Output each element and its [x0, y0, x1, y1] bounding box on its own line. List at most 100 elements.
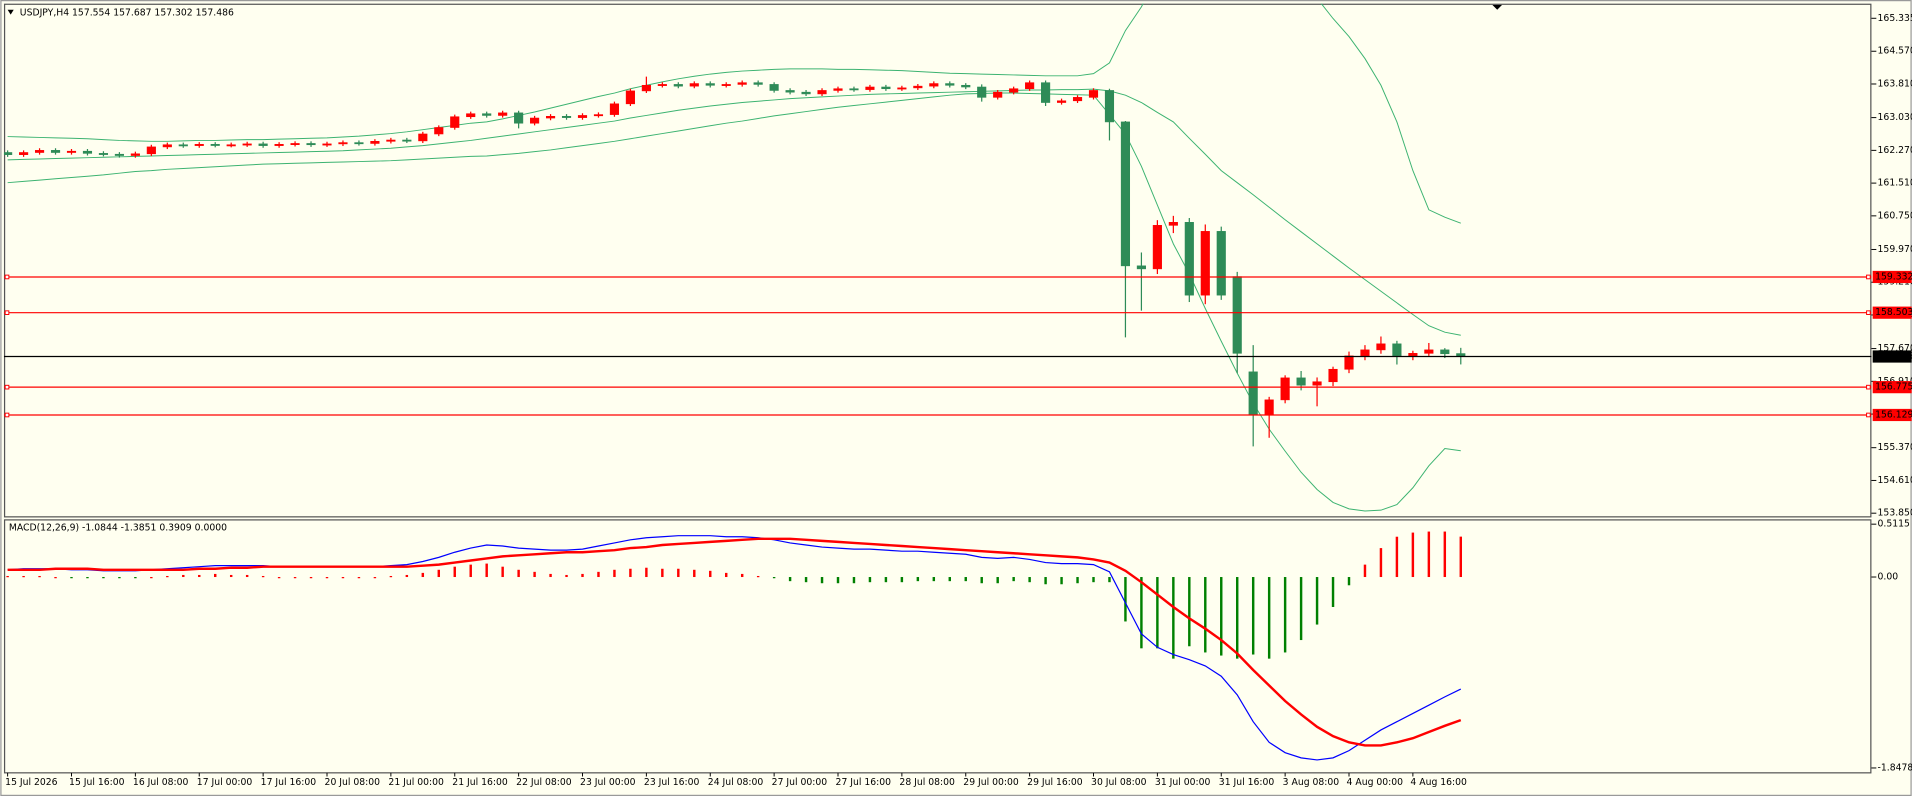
x-tick-label: 27 Jul 16:00: [836, 777, 892, 788]
histogram-bar: [597, 571, 600, 578]
candle-body: [1168, 222, 1178, 226]
band-line: [7, 88, 1461, 336]
candle-body: [34, 150, 45, 153]
level-label-box: [1872, 270, 1912, 284]
histogram-bar: [1124, 577, 1127, 622]
candle-body: [1041, 82, 1051, 103]
y-tick-label: 0.00: [1878, 572, 1899, 583]
candle-body: [1280, 377, 1290, 401]
histogram-bar: [214, 573, 217, 578]
candle-body: [258, 143, 268, 146]
candle-body: [801, 91, 811, 95]
candle-body: [737, 82, 747, 85]
candle-body: [1200, 231, 1210, 296]
level-label-box: [1872, 381, 1912, 394]
x-tick-label: 29 Jul 16:00: [1027, 777, 1083, 788]
histogram-bar: [373, 577, 377, 579]
level-anchor: [1866, 310, 1871, 315]
candle-body: [290, 143, 300, 145]
histogram-bar: [1315, 577, 1319, 625]
level-anchor: [4, 274, 10, 280]
histogram-bar: [1443, 531, 1447, 578]
histogram-bar: [405, 574, 409, 578]
candle-body: [322, 143, 332, 146]
candle-body: [1088, 90, 1099, 98]
x-tick-label: 15 Jul 2026: [5, 777, 57, 788]
x-tick-label: 31 Jul 00:00: [1155, 777, 1211, 788]
candle-body: [482, 113, 492, 116]
histogram-bar: [1156, 577, 1159, 649]
histogram-bar: [677, 568, 680, 578]
y-tick-label: 159.970: [1878, 244, 1912, 255]
candle-body: [1408, 353, 1418, 357]
candle-body: [242, 143, 252, 146]
candle-body: [545, 116, 556, 119]
level-anchor: [1866, 412, 1871, 418]
histogram-bar: [1395, 536, 1399, 578]
histogram-bar: [533, 571, 536, 578]
histogram-bar: [54, 577, 57, 579]
candle-body: [498, 112, 508, 116]
histogram-bar: [645, 567, 648, 578]
histogram-bar: [1172, 577, 1175, 659]
band-line: [7, 3, 1461, 224]
y-tick-label: 163.810: [1878, 78, 1912, 89]
candle-body: [530, 117, 540, 124]
candle-body: [1264, 399, 1274, 415]
band-line: [7, 92, 1461, 512]
candle-body: [1392, 343, 1402, 357]
candle-body: [130, 153, 140, 156]
candle-body: [3, 152, 13, 155]
candle-body: [434, 127, 444, 135]
level-anchor: [1866, 384, 1871, 390]
histogram-bar: [1204, 577, 1207, 653]
level-label: 156.775: [1875, 382, 1912, 393]
menu-arrow: [7, 9, 14, 15]
histogram-bar: [166, 575, 169, 578]
shift-marker: [1492, 4, 1503, 10]
histogram-bar: [1060, 577, 1063, 585]
last-price-label-box: [1872, 350, 1912, 363]
histogram-bar: [1251, 577, 1255, 655]
candle-body: [673, 84, 683, 87]
y-tick-label: 157.670: [1878, 343, 1912, 354]
candle-body: [1104, 90, 1115, 123]
histogram-bar: [1012, 577, 1015, 582]
histogram-bar: [1076, 577, 1079, 584]
candle-body: [657, 84, 667, 86]
candle-body: [785, 90, 795, 93]
histogram-bar: [788, 577, 792, 582]
histogram-bar: [453, 566, 456, 578]
candle-body: [1216, 231, 1226, 296]
histogram-bar: [102, 577, 105, 579]
histogram-bar: [309, 577, 313, 579]
candle-body: [1344, 355, 1354, 370]
histogram-bar: [1363, 564, 1367, 578]
histogram-bar: [70, 577, 73, 579]
y-tick-label: 163.030: [1878, 112, 1912, 123]
histogram-bar: [1188, 577, 1191, 647]
candle-body: [1120, 121, 1131, 267]
histogram-bar: [1028, 577, 1031, 583]
candle-body: [833, 88, 843, 91]
candle-body: [82, 150, 93, 154]
histogram-bar: [245, 574, 249, 578]
candle-body: [66, 150, 77, 153]
candle-body: [1328, 368, 1338, 383]
histogram-bar: [804, 577, 808, 583]
candle-body: [466, 113, 476, 118]
candle-body: [1312, 381, 1322, 386]
candle-body: [929, 83, 939, 87]
candle-body: [1248, 371, 1258, 415]
candle-body: [769, 84, 779, 91]
candle-body: [721, 84, 731, 86]
candle-body: [514, 112, 524, 124]
histogram-bar: [661, 568, 664, 578]
candle-body: [1009, 88, 1019, 93]
histogram-bar: [884, 577, 888, 583]
y-tick-label: 160.750: [1878, 210, 1912, 221]
candle-body: [450, 116, 460, 128]
histogram-bar: [868, 577, 872, 583]
main-pane: [3, 3, 1872, 518]
